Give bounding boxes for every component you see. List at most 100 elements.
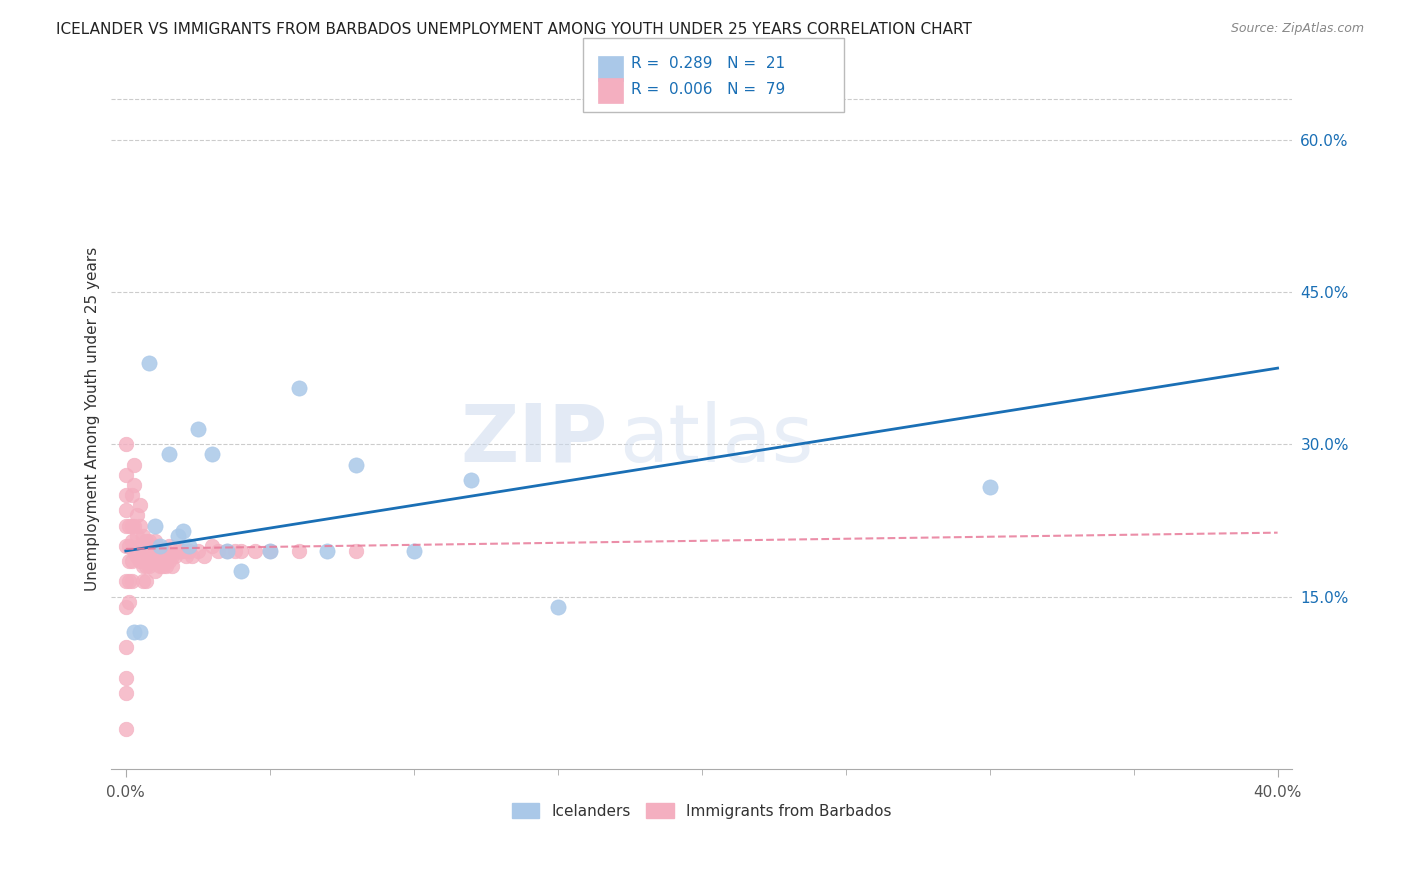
Point xyxy=(132,559,155,574)
Point xyxy=(124,625,146,640)
Point xyxy=(127,508,149,523)
Point xyxy=(143,533,166,548)
Point xyxy=(149,539,172,553)
Point xyxy=(138,559,160,574)
Point xyxy=(114,503,136,517)
Point xyxy=(163,549,186,563)
Point xyxy=(129,554,152,568)
Point xyxy=(114,437,136,451)
Point xyxy=(127,529,149,543)
Point xyxy=(121,574,143,589)
Point xyxy=(157,447,180,461)
Point xyxy=(169,544,191,558)
Text: ZIP: ZIP xyxy=(460,401,607,479)
Point xyxy=(114,686,136,700)
Point xyxy=(402,544,425,558)
Text: R =  0.289   N =  21: R = 0.289 N = 21 xyxy=(631,56,786,70)
Point xyxy=(141,544,163,558)
Text: Source: ZipAtlas.com: Source: ZipAtlas.com xyxy=(1230,22,1364,36)
Point xyxy=(179,539,201,553)
Point xyxy=(124,458,146,472)
Point xyxy=(135,533,157,548)
Point xyxy=(141,554,163,568)
Point xyxy=(114,574,136,589)
Point xyxy=(547,599,569,614)
Point xyxy=(138,356,160,370)
Point xyxy=(193,549,215,563)
Point xyxy=(174,549,197,563)
Point xyxy=(124,478,146,492)
Point xyxy=(138,544,160,558)
Point xyxy=(979,480,1001,494)
Point xyxy=(114,722,136,736)
Point xyxy=(344,458,367,472)
Point xyxy=(127,549,149,563)
Point xyxy=(129,498,152,512)
Point xyxy=(152,559,174,574)
Legend: Icelanders, Immigrants from Barbados: Icelanders, Immigrants from Barbados xyxy=(506,797,897,825)
Point xyxy=(146,539,169,553)
Point xyxy=(132,529,155,543)
Text: R =  0.006   N =  79: R = 0.006 N = 79 xyxy=(631,82,786,96)
Point xyxy=(132,574,155,589)
Point xyxy=(114,671,136,685)
Point xyxy=(166,544,188,558)
Point xyxy=(135,559,157,574)
Point xyxy=(160,559,183,574)
Point xyxy=(118,595,141,609)
Point xyxy=(114,599,136,614)
Point xyxy=(460,473,482,487)
Point xyxy=(187,422,209,436)
Point xyxy=(114,467,136,482)
Point xyxy=(118,518,141,533)
Point xyxy=(149,544,172,558)
Point xyxy=(245,544,267,558)
Point xyxy=(114,640,136,655)
Point xyxy=(118,539,141,553)
Point xyxy=(157,554,180,568)
Point xyxy=(114,488,136,502)
Point xyxy=(201,539,224,553)
Point xyxy=(224,544,246,558)
Point xyxy=(114,539,136,553)
Point xyxy=(172,544,194,558)
Point xyxy=(207,544,229,558)
Point xyxy=(166,529,188,543)
Point xyxy=(179,544,201,558)
Point xyxy=(138,533,160,548)
Point xyxy=(215,544,238,558)
Point xyxy=(316,544,339,558)
Point xyxy=(215,544,238,558)
Y-axis label: Unemployment Among Youth under 25 years: Unemployment Among Youth under 25 years xyxy=(86,247,100,591)
Point xyxy=(146,554,169,568)
Point xyxy=(121,533,143,548)
Point xyxy=(135,544,157,558)
Point xyxy=(132,544,155,558)
Point xyxy=(155,544,177,558)
Point xyxy=(172,524,194,538)
Point xyxy=(121,554,143,568)
Point xyxy=(121,488,143,502)
Point xyxy=(114,518,136,533)
Point xyxy=(287,381,309,395)
Point xyxy=(149,559,172,574)
Point xyxy=(129,625,152,640)
Point xyxy=(229,544,252,558)
Point xyxy=(201,447,224,461)
Point xyxy=(157,539,180,553)
Point xyxy=(118,554,141,568)
Point xyxy=(259,544,281,558)
Point xyxy=(160,549,183,563)
Point xyxy=(129,539,152,553)
Point xyxy=(344,544,367,558)
Point xyxy=(181,549,204,563)
Text: atlas: atlas xyxy=(619,401,814,479)
Point xyxy=(143,518,166,533)
Point xyxy=(259,544,281,558)
Point xyxy=(187,544,209,558)
Point xyxy=(124,518,146,533)
Point xyxy=(152,544,174,558)
Point xyxy=(287,544,309,558)
Point xyxy=(124,544,146,558)
Point xyxy=(143,564,166,578)
